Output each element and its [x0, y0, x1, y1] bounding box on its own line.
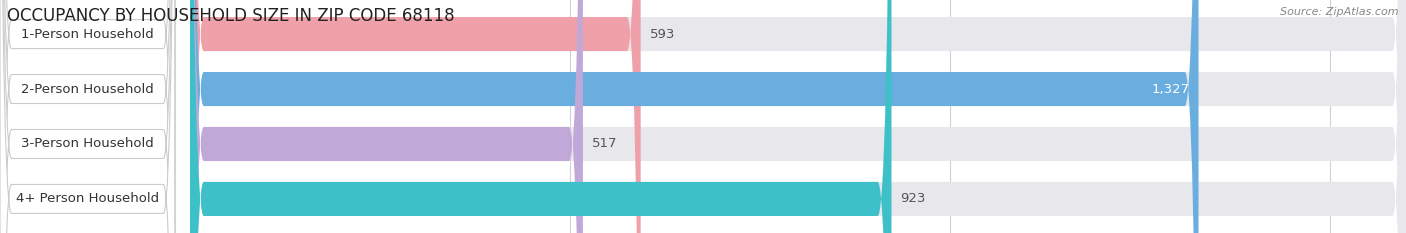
FancyBboxPatch shape: [0, 0, 174, 233]
Text: 923: 923: [901, 192, 927, 206]
FancyBboxPatch shape: [190, 0, 1406, 233]
Text: 1,327: 1,327: [1152, 82, 1189, 96]
FancyBboxPatch shape: [190, 0, 1406, 233]
Text: 1-Person Household: 1-Person Household: [21, 27, 153, 41]
Text: 2-Person Household: 2-Person Household: [21, 82, 153, 96]
Text: Source: ZipAtlas.com: Source: ZipAtlas.com: [1281, 7, 1399, 17]
Text: OCCUPANCY BY HOUSEHOLD SIZE IN ZIP CODE 68118: OCCUPANCY BY HOUSEHOLD SIZE IN ZIP CODE …: [7, 7, 454, 25]
FancyBboxPatch shape: [190, 0, 891, 233]
FancyBboxPatch shape: [190, 0, 1406, 233]
Text: 517: 517: [592, 137, 617, 151]
Text: 3-Person Household: 3-Person Household: [21, 137, 153, 151]
FancyBboxPatch shape: [190, 0, 1198, 233]
FancyBboxPatch shape: [0, 0, 174, 233]
FancyBboxPatch shape: [0, 0, 174, 233]
FancyBboxPatch shape: [0, 0, 174, 233]
Text: 4+ Person Household: 4+ Person Household: [15, 192, 159, 206]
Text: 593: 593: [650, 27, 675, 41]
FancyBboxPatch shape: [190, 0, 583, 233]
FancyBboxPatch shape: [190, 0, 641, 233]
FancyBboxPatch shape: [190, 0, 1406, 233]
